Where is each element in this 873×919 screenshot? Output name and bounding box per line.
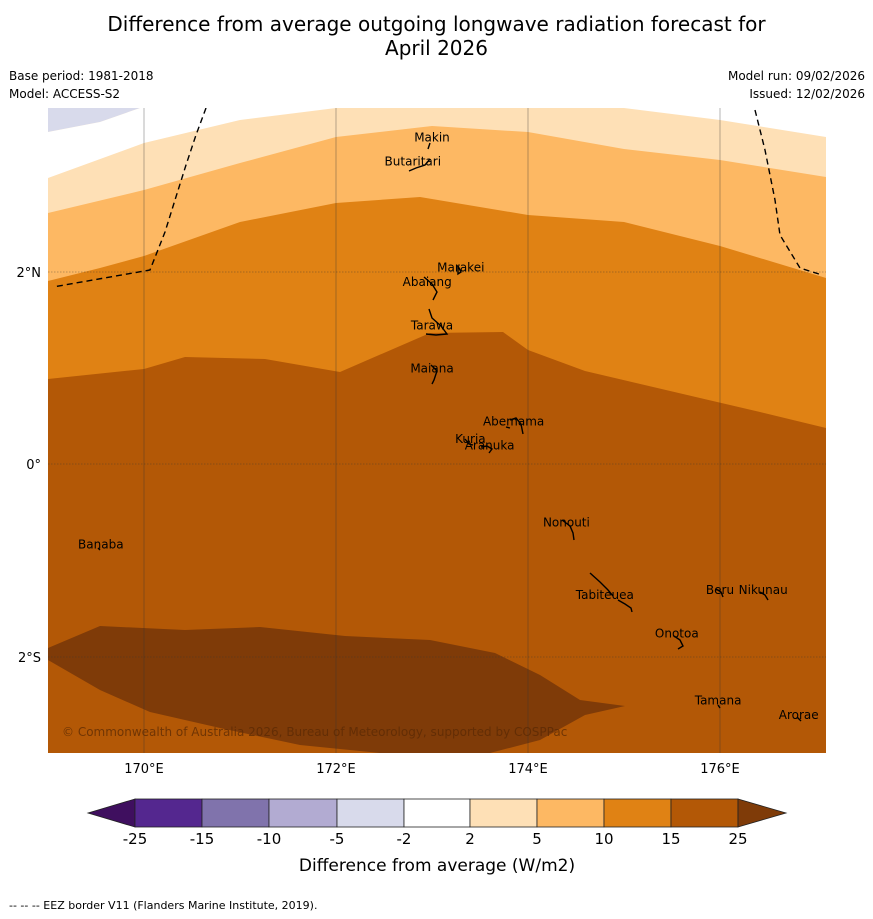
cb-tick-10: 25	[728, 830, 747, 848]
island-label-abemama: Abemama	[483, 415, 544, 429]
tamana-outline	[717, 704, 721, 709]
island-label-aranuka: Aranuka	[465, 439, 515, 453]
cb-tick-5: -2	[397, 830, 412, 848]
island-outlines	[97, 142, 802, 722]
maiana-outline	[430, 364, 438, 385]
cb-tick-8: 10	[594, 830, 613, 848]
beru-outline	[715, 588, 724, 598]
island-label-nikunau: Nikunau	[739, 583, 788, 597]
colorbar-tick-labels: -25 -15 -10 -5 -2 2 5 10 15 25	[123, 830, 748, 848]
island-label-nonouti: Nonouti	[543, 516, 590, 530]
makin-outline	[427, 142, 431, 150]
cb-tick-7: 5	[532, 830, 542, 848]
lon-tick-170: 170°E	[124, 762, 164, 777]
colorbar	[86, 798, 788, 828]
abemama-outline	[505, 417, 524, 435]
eez-border-west	[52, 108, 207, 288]
abaiang-outline	[423, 276, 438, 301]
butaritari-outline	[408, 158, 431, 172]
cb-tick-4: -5	[330, 830, 345, 848]
copyright-text: © Commonwealth of Australia 2026, Bureau…	[62, 725, 567, 739]
lat-tick-2s: 2°S	[18, 651, 41, 666]
model-run-text: Model run: 09/02/2026	[727, 69, 865, 83]
island-label-butaritari: Butaritari	[385, 155, 442, 169]
nikunau-outline	[759, 591, 769, 601]
colorbar-arrow-left	[86, 798, 136, 828]
colorbar-swatch-7	[536, 798, 605, 828]
eez-footnote: -- -- -- EEZ border V11 (Flanders Marine…	[9, 899, 318, 912]
base-period-text: Base period: 1981-2018	[9, 69, 154, 83]
island-label-marakei: Marakei	[437, 261, 484, 275]
colorbar-swatch-2	[201, 798, 270, 828]
island-label-banaba: Banaba	[78, 538, 124, 552]
island-label-tamana: Tamana	[694, 694, 742, 708]
colorbar-swatch-4	[336, 798, 405, 828]
issued-text: Issued: 12/02/2026	[749, 87, 865, 101]
cb-tick-3: -10	[257, 830, 282, 848]
colorbar-swatch-6	[469, 798, 538, 828]
colorbar-swatch-1	[134, 798, 203, 828]
lon-tick-labels: 170°E 172°E 174°E 176°E	[124, 762, 740, 777]
island-label-tarawa: Tarawa	[410, 318, 453, 332]
lon-tick-176: 176°E	[700, 762, 740, 777]
colorbar-swatch-5	[403, 798, 471, 828]
kuria-outline	[464, 438, 474, 446]
band-above-25	[48, 626, 625, 753]
island-label-onotoa: Onotoa	[655, 626, 699, 640]
title-line-1: Difference from average outgoing longwav…	[107, 12, 766, 36]
model-text: Model: ACCESS-S2	[9, 87, 121, 101]
cb-tick-1: -25	[123, 830, 148, 848]
colorbar-swatch-3	[268, 798, 338, 828]
island-label-maiana: Maiana	[410, 362, 453, 376]
lat-tick-2n: 2°N	[17, 266, 42, 281]
lat-tick-labels: 2°N 0° 2°S	[17, 266, 42, 666]
nonouti-outline	[561, 519, 575, 541]
gridlines	[48, 108, 826, 753]
cb-tick-2: -15	[190, 830, 215, 848]
lat-tick-0: 0°	[26, 458, 41, 473]
marakei-outline	[457, 265, 462, 276]
banaba-outline	[97, 547, 101, 551]
tarawa-outline	[425, 308, 449, 336]
band-neg2-2	[48, 108, 826, 178]
band-neg5-neg2	[48, 108, 140, 132]
colorbar-arrow-right	[737, 798, 788, 828]
colorbar-swatch-9	[670, 798, 739, 828]
chart-title: Difference from average outgoing longwav…	[0, 12, 873, 60]
onotoa-outline	[673, 635, 684, 650]
meta-left: Base period: 1981-2018 Model: ACCESS-S2	[9, 67, 154, 103]
cb-tick-6: 2	[465, 830, 475, 848]
aranuka-outline	[480, 445, 494, 454]
island-label-beru: Beru	[706, 583, 734, 597]
island-label-arorae: Arorae	[779, 708, 819, 722]
island-label-kuria: Kuria	[455, 432, 486, 446]
arorae-outline	[796, 716, 802, 722]
meta-right: Model run: 09/02/2026 Issued: 12/02/2026	[728, 67, 865, 103]
eez-border-east	[754, 109, 823, 276]
colorbar-swatch-8	[603, 798, 672, 828]
island-label-tabiteuea: Tabiteuea	[575, 588, 634, 602]
island-label-abaiang: Abaiang	[403, 275, 452, 289]
lon-tick-174: 174°E	[508, 762, 548, 777]
title-line-2: April 2026	[385, 36, 488, 60]
island-label-makin: Makin	[414, 131, 450, 145]
colorbar-title: Difference from average (W/m2)	[299, 856, 575, 876]
lon-tick-172: 172°E	[316, 762, 356, 777]
cb-tick-9: 15	[661, 830, 680, 848]
tabiteuea-outline	[589, 572, 633, 613]
